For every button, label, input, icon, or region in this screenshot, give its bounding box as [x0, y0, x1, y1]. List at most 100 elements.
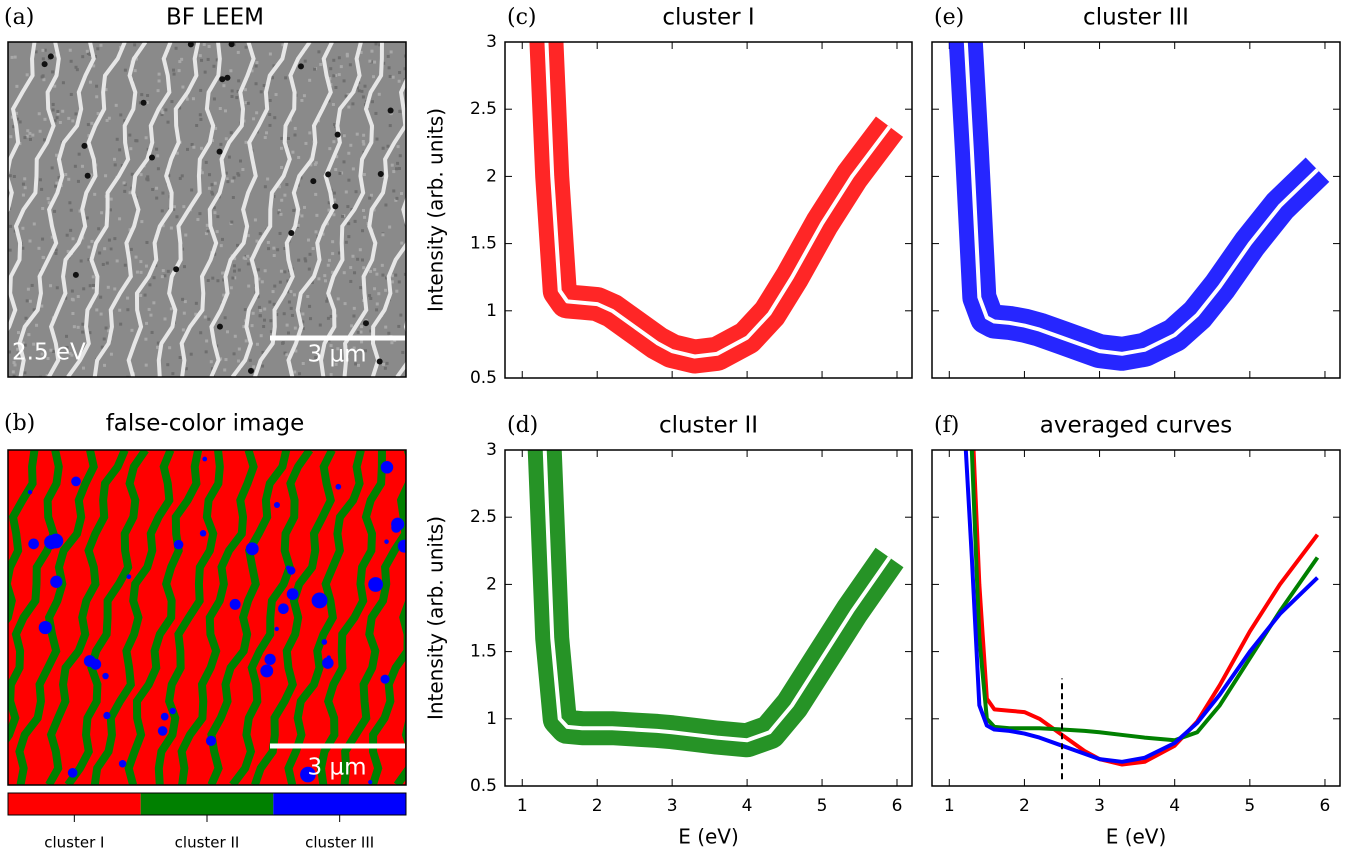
noise: [186, 147, 190, 151]
noise: [91, 286, 95, 290]
noise: [169, 307, 173, 311]
noise: [199, 117, 203, 121]
noise: [139, 260, 143, 264]
noise: [130, 328, 134, 332]
noise: [206, 229, 210, 233]
noise: [91, 275, 95, 279]
domain-boundary: [286, 42, 363, 377]
colorbar-label: cluster III: [305, 834, 374, 852]
noise: [349, 266, 353, 270]
noise: [150, 330, 154, 334]
noise: [21, 341, 25, 345]
noise: [321, 232, 325, 236]
noise: [297, 258, 301, 262]
noise: [263, 307, 267, 311]
blob: [118, 759, 127, 768]
domain-boundary: [370, 196, 406, 377]
noise: [268, 99, 272, 103]
noise: [91, 283, 95, 287]
noise: [65, 345, 69, 349]
noise: [42, 256, 46, 260]
dark-spot: [216, 148, 223, 155]
noise: [280, 165, 284, 169]
noise: [259, 334, 263, 338]
noise: [278, 231, 282, 235]
noise: [43, 117, 47, 121]
noise: [254, 82, 258, 86]
noise: [93, 55, 97, 59]
noise: [314, 192, 318, 196]
noise: [222, 278, 226, 282]
noise: [204, 160, 208, 164]
domain-boundary: [17, 42, 96, 377]
noise: [359, 330, 363, 334]
noise: [12, 125, 16, 129]
noise: [338, 171, 342, 175]
noise: [359, 50, 363, 54]
noise: [268, 123, 272, 127]
image-frame: [7, 449, 407, 786]
x-tick-label: 5: [817, 796, 828, 816]
noise: [64, 334, 68, 338]
noise: [329, 373, 333, 377]
y-tick-label: 2.5: [470, 507, 497, 527]
noise: [327, 208, 331, 212]
noise: [106, 285, 110, 289]
blob: [103, 711, 111, 720]
panel-label: (d): [507, 413, 538, 438]
blob: [160, 712, 169, 721]
noise: [331, 102, 335, 106]
noise: [215, 230, 219, 234]
noise: [81, 55, 85, 59]
noise: [123, 189, 127, 193]
noise: [109, 197, 113, 201]
noise: [203, 315, 207, 319]
noise: [139, 270, 143, 274]
noise: [144, 363, 148, 367]
noise: [384, 288, 388, 292]
noise: [223, 316, 227, 320]
noise: [25, 299, 29, 303]
noise: [353, 271, 357, 275]
noise: [118, 308, 122, 312]
domain-boundary: [342, 42, 406, 377]
axes-frame: [931, 41, 1341, 379]
colorbar-frame: [7, 792, 407, 816]
noise: [386, 144, 390, 148]
noise: [211, 276, 215, 280]
domain-boundary: [64, 450, 149, 785]
blob: [71, 476, 81, 487]
noise: [348, 63, 352, 67]
noise: [46, 357, 50, 361]
blob: [102, 672, 109, 680]
noise: [275, 313, 279, 317]
domain-boundary: [90, 450, 175, 785]
noise: [382, 61, 386, 65]
domain-boundary: [154, 450, 224, 785]
noise: [55, 181, 59, 185]
noise: [57, 176, 61, 180]
noise: [394, 273, 398, 277]
noise: [61, 109, 65, 113]
chart-title: averaged curves: [1040, 413, 1233, 439]
noise: [163, 274, 167, 278]
blob: [321, 639, 328, 645]
domain-boundary: [251, 450, 336, 785]
noise: [92, 64, 96, 68]
noise: [388, 124, 392, 128]
x-tick-label: 3: [1094, 796, 1105, 816]
noise: [231, 276, 235, 280]
blob: [368, 577, 383, 592]
noise: [308, 304, 312, 308]
y-tick-label: 2: [486, 574, 497, 594]
noise: [53, 84, 57, 88]
noise: [32, 308, 36, 312]
blob: [205, 735, 217, 746]
noise: [293, 126, 297, 130]
noise: [255, 239, 259, 243]
noise: [313, 162, 317, 166]
noise: [360, 258, 364, 262]
noise: [51, 70, 55, 74]
noise: [398, 71, 402, 75]
